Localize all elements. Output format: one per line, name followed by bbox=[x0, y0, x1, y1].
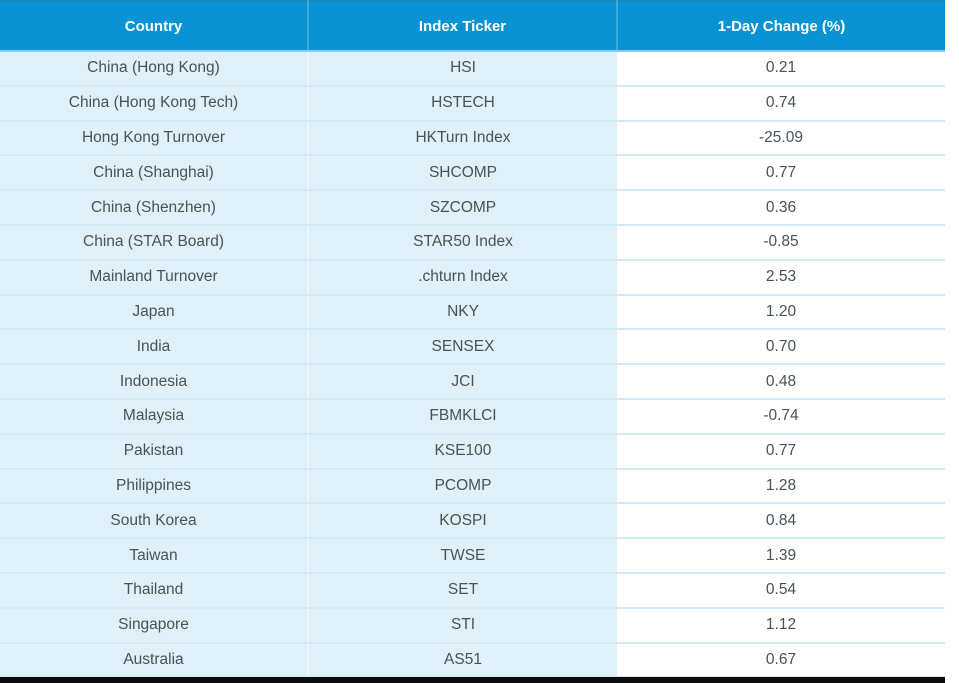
table-row: Pakistan KSE100 0.77 bbox=[0, 433, 945, 470]
cell-country: Australia bbox=[0, 642, 309, 679]
cell-country: China (Hong Kong Tech) bbox=[0, 85, 309, 122]
cell-change: 0.77 bbox=[617, 433, 945, 470]
table-row: China (Shanghai) SHCOMP 0.77 bbox=[0, 155, 945, 192]
cell-ticker: STAR50 Index bbox=[308, 224, 617, 261]
cell-country: China (Hong Kong) bbox=[0, 51, 309, 87]
table-row: Malaysia FBMKLCI -0.74 bbox=[0, 398, 945, 435]
cell-change: -0.85 bbox=[617, 224, 945, 261]
cell-country: Taiwan bbox=[0, 538, 309, 574]
table-row: Mainland Turnover .chturn Index 2.53 bbox=[0, 259, 945, 296]
cell-change: 0.48 bbox=[617, 364, 945, 400]
column-header-change: 1-Day Change (%) bbox=[617, 0, 945, 52]
bottom-border-bar bbox=[0, 677, 945, 683]
cell-ticker: NKY bbox=[308, 294, 617, 331]
cell-ticker: KSE100 bbox=[308, 433, 617, 470]
cell-country: Philippines bbox=[0, 468, 309, 505]
table-row: Thailand SET 0.54 bbox=[0, 572, 945, 609]
cell-ticker: .chturn Index bbox=[308, 259, 617, 296]
cell-country: India bbox=[0, 329, 309, 366]
cell-ticker: HSI bbox=[308, 51, 617, 87]
cell-change: 0.84 bbox=[617, 503, 945, 540]
cell-change: -0.74 bbox=[617, 398, 945, 435]
cell-ticker: SET bbox=[308, 572, 617, 609]
column-header-country: Country bbox=[0, 0, 309, 52]
cell-country: Hong Kong Turnover bbox=[0, 120, 309, 157]
cell-change: 0.36 bbox=[617, 190, 945, 226]
cell-change: 0.77 bbox=[617, 155, 945, 192]
table-row: Japan NKY 1.20 bbox=[0, 294, 945, 331]
cell-country: China (Shanghai) bbox=[0, 155, 309, 192]
table-header: Country Index Ticker 1-Day Change (%) bbox=[0, 0, 945, 52]
cell-change: 1.20 bbox=[617, 294, 945, 331]
cell-ticker: KOSPI bbox=[308, 503, 617, 540]
cell-change: 0.74 bbox=[617, 85, 945, 122]
table-row: Philippines PCOMP 1.28 bbox=[0, 468, 945, 505]
cell-change: 1.12 bbox=[617, 607, 945, 644]
cell-ticker: HKTurn Index bbox=[308, 120, 617, 157]
table-row: Taiwan TWSE 1.39 bbox=[0, 538, 945, 574]
cell-country: Thailand bbox=[0, 572, 309, 609]
table-body: China (Hong Kong) HSI 0.21 China (Hong K… bbox=[0, 51, 945, 679]
cell-country: Malaysia bbox=[0, 398, 309, 435]
table-row: South Korea KOSPI 0.84 bbox=[0, 503, 945, 540]
cell-country: China (STAR Board) bbox=[0, 224, 309, 261]
cell-ticker: HSTECH bbox=[308, 85, 617, 122]
cell-change: 0.54 bbox=[617, 572, 945, 609]
cell-change: 1.28 bbox=[617, 468, 945, 505]
cell-change: 0.67 bbox=[617, 642, 945, 679]
cell-country: Japan bbox=[0, 294, 309, 331]
table-row: India SENSEX 0.70 bbox=[0, 329, 945, 366]
cell-change: 0.21 bbox=[617, 51, 945, 87]
column-header-ticker: Index Ticker bbox=[308, 0, 618, 52]
cell-ticker: PCOMP bbox=[308, 468, 617, 505]
table-row: China (Hong Kong) HSI 0.21 bbox=[0, 51, 945, 87]
table-row: Hong Kong Turnover HKTurn Index -25.09 bbox=[0, 120, 945, 157]
table-header-row: Country Index Ticker 1-Day Change (%) bbox=[0, 0, 945, 52]
table-row: China (STAR Board) STAR50 Index -0.85 bbox=[0, 224, 945, 261]
table-row: China (Shenzhen) SZCOMP 0.36 bbox=[0, 190, 945, 226]
cell-country: Mainland Turnover bbox=[0, 259, 309, 296]
cell-ticker: TWSE bbox=[308, 538, 617, 574]
cell-country: China (Shenzhen) bbox=[0, 190, 309, 226]
cell-country: Singapore bbox=[0, 607, 309, 644]
cell-change: -25.09 bbox=[617, 120, 945, 157]
cell-country: Pakistan bbox=[0, 433, 309, 470]
table-row: China (Hong Kong Tech) HSTECH 0.74 bbox=[0, 85, 945, 122]
market-index-table: Country Index Ticker 1-Day Change (%) Ch… bbox=[0, 0, 945, 679]
cell-change: 2.53 bbox=[617, 259, 945, 296]
cell-country: Indonesia bbox=[0, 364, 309, 400]
cell-ticker: FBMKLCI bbox=[308, 398, 617, 435]
cell-ticker: JCI bbox=[308, 364, 617, 400]
cell-ticker: SENSEX bbox=[308, 329, 617, 366]
table-row: Australia AS51 0.67 bbox=[0, 642, 945, 679]
table-row: Indonesia JCI 0.48 bbox=[0, 364, 945, 400]
table-row: Singapore STI 1.12 bbox=[0, 607, 945, 644]
cell-change: 1.39 bbox=[617, 538, 945, 574]
cell-country: South Korea bbox=[0, 503, 309, 540]
cell-ticker: STI bbox=[308, 607, 617, 644]
cell-ticker: AS51 bbox=[308, 642, 617, 679]
cell-change: 0.70 bbox=[617, 329, 945, 366]
cell-ticker: SHCOMP bbox=[308, 155, 617, 192]
cell-ticker: SZCOMP bbox=[308, 190, 617, 226]
